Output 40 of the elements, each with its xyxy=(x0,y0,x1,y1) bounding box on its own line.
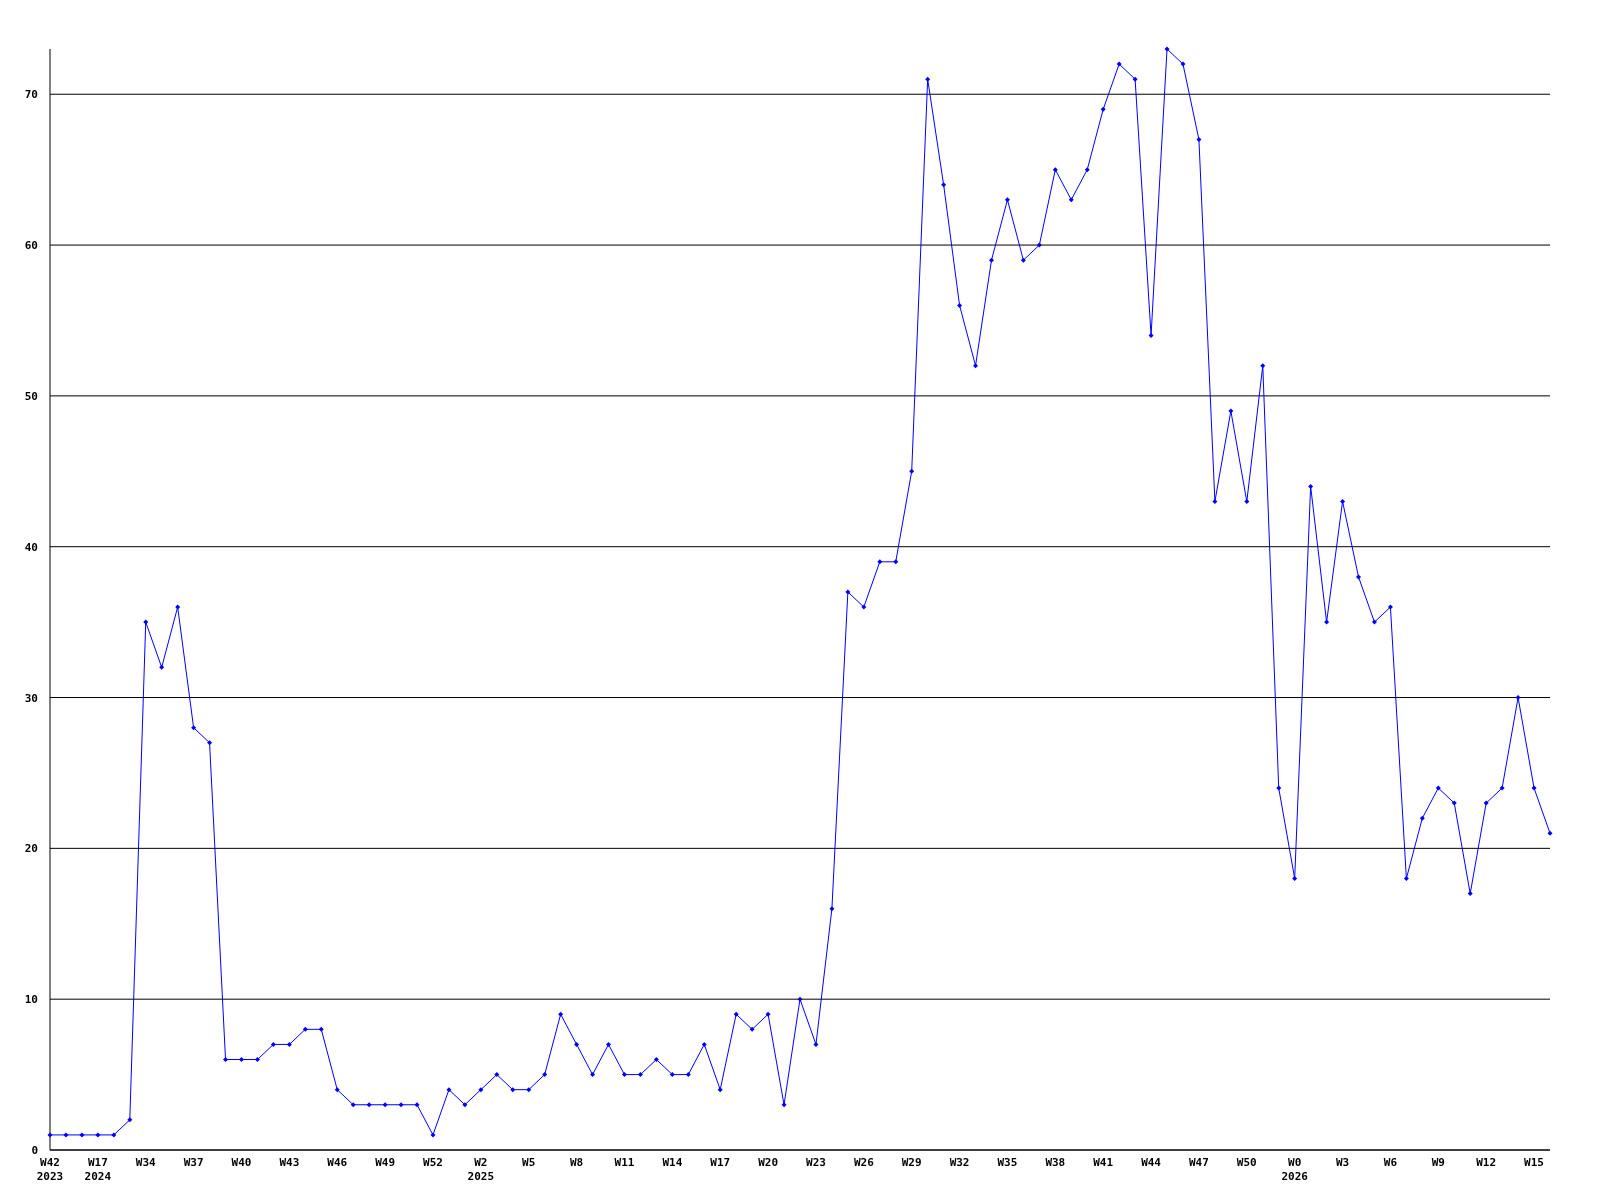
x-tick-label: W37 xyxy=(183,1156,204,1169)
x-tick-label: W49 xyxy=(375,1156,396,1169)
x-tick-label: W6 xyxy=(1383,1156,1398,1169)
x-tick-label: W50 xyxy=(1236,1156,1257,1169)
y-tick-label: 30 xyxy=(24,691,38,705)
x-tick-label: W44 xyxy=(1141,1156,1162,1169)
x-tick-label: W40 xyxy=(231,1156,252,1169)
x-tick-label: W3 xyxy=(1335,1156,1350,1169)
x-tick-label: W52 xyxy=(423,1156,443,1169)
x-tick-label: W38 xyxy=(1045,1156,1066,1169)
x-tick-label: W2 2025 xyxy=(467,1156,495,1183)
x-tick-label: W8 xyxy=(569,1156,584,1169)
x-tick-label: W11 xyxy=(614,1156,635,1169)
y-tick-label: 70 xyxy=(24,88,38,102)
x-tick-label: W29 xyxy=(901,1156,922,1169)
y-tick-label: 0 xyxy=(31,1144,38,1157)
y-tick-label: 10 xyxy=(24,993,38,1007)
x-tick-label: W20 xyxy=(758,1156,779,1169)
x-tick-label: W12 xyxy=(1476,1156,1497,1169)
x-tick-label: W43 xyxy=(279,1156,300,1169)
x-tick-label: W5 xyxy=(522,1156,536,1169)
x-tick-label: W34 xyxy=(135,1156,157,1169)
x-tick-label: W15 xyxy=(1524,1156,1544,1169)
y-tick-label: 60 xyxy=(24,239,38,253)
x-tick-label: W32 xyxy=(949,1156,970,1169)
x-tick-label: W14 xyxy=(662,1156,683,1169)
x-tick-label: W9 xyxy=(1431,1156,1445,1169)
x-tick-label: W0 2026 xyxy=(1281,1156,1309,1183)
x-tick-label: W23 xyxy=(806,1156,826,1169)
y-tick-label: 40 xyxy=(24,540,38,554)
x-tick-label: W17 2024 xyxy=(84,1156,112,1183)
x-tick-label: W17 xyxy=(710,1156,731,1169)
y-tick-label: 20 xyxy=(24,842,38,856)
x-tick-label: W41 xyxy=(1093,1156,1114,1169)
x-tick-label: W35 xyxy=(997,1156,1018,1169)
x-tick-label: W47 xyxy=(1189,1156,1209,1169)
y-tick-label: 50 xyxy=(24,389,38,403)
x-tick-label: W26 xyxy=(853,1156,875,1169)
x-tick-label: W46 xyxy=(327,1156,348,1169)
x-tick-label: W42 2023 xyxy=(36,1156,64,1183)
